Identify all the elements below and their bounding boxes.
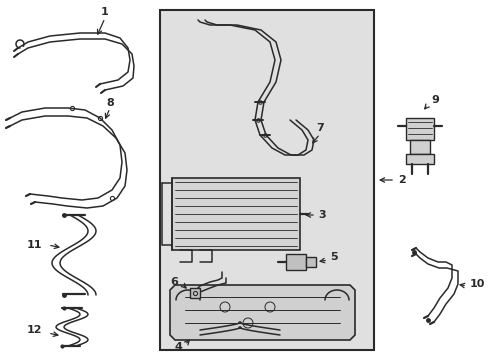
Text: 6: 6: [170, 277, 178, 287]
Text: 7: 7: [315, 123, 323, 133]
Text: 4: 4: [174, 342, 182, 352]
Bar: [172, 178, 299, 250]
Text: 3: 3: [317, 210, 325, 220]
Text: 1: 1: [101, 7, 109, 17]
Text: 2: 2: [397, 175, 405, 185]
Polygon shape: [170, 285, 354, 340]
Text: 11: 11: [26, 240, 42, 250]
Text: 9: 9: [430, 95, 438, 105]
Bar: [160, 10, 373, 350]
Text: 5: 5: [329, 252, 337, 262]
Bar: [409, 140, 429, 154]
Bar: [190, 288, 200, 298]
Bar: [405, 118, 433, 140]
Text: 12: 12: [26, 325, 42, 335]
Text: 8: 8: [106, 98, 114, 108]
Text: 10: 10: [469, 279, 485, 289]
Bar: [405, 154, 433, 164]
Bar: [305, 257, 315, 267]
Bar: [285, 254, 305, 270]
